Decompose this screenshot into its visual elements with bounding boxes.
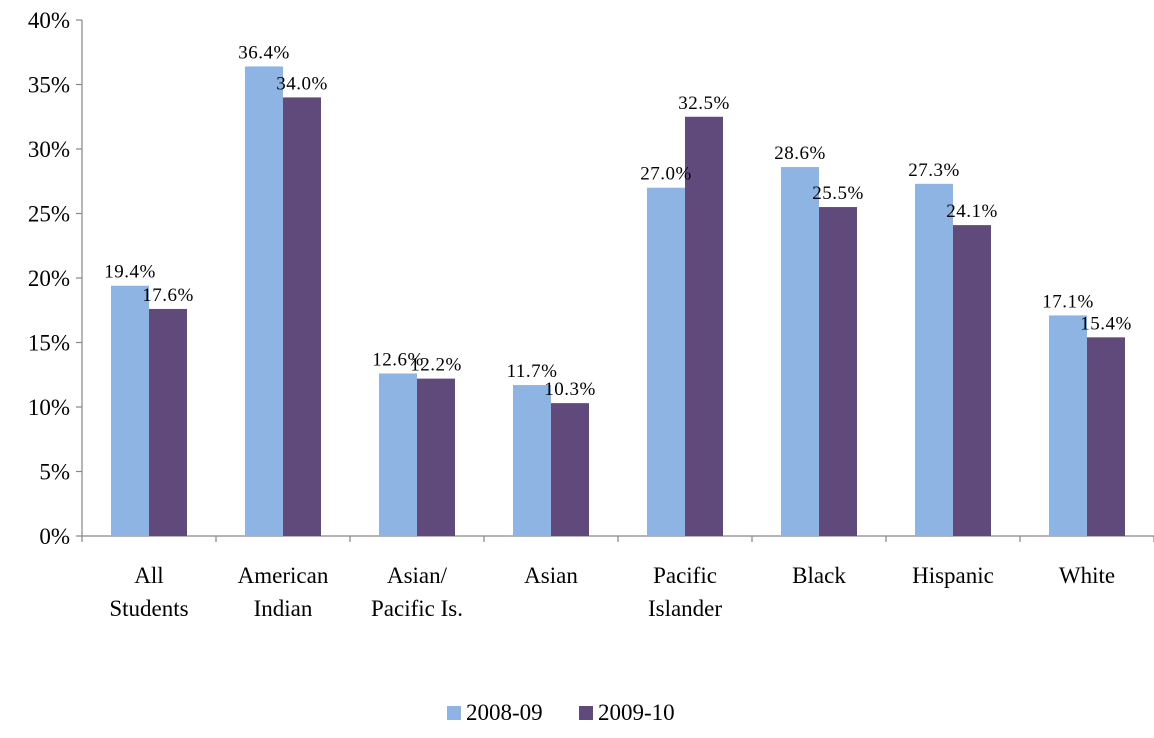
- axes: 0% 5% 10% 15% 20% 25% 30% 35% 40% All Students Amer…: [28, 8, 1154, 621]
- data-labels: 19.4%17.6% 36.4% 34.0% 12.6%12.2% 11.7%10.3%…: [104, 42, 1132, 400]
- bar-2008-09: [513, 385, 551, 536]
- x-category-label: Asian: [524, 563, 578, 588]
- data-label: 34.0%: [276, 73, 328, 94]
- bar-2009-10: [953, 225, 991, 537]
- y-tick-label: 25%: [28, 202, 70, 227]
- data-label: 32.5%: [678, 93, 730, 114]
- bar-2008-09: [1049, 315, 1087, 536]
- y-tick-label: 0%: [39, 524, 70, 549]
- legend-swatch-2009-10: [579, 706, 593, 720]
- bar-2009-10: [417, 378, 455, 536]
- y-tick-label: 15%: [28, 331, 70, 356]
- y-tick-label: 10%: [28, 395, 70, 420]
- data-label: 24.1%: [946, 201, 998, 222]
- bar-2009-10: [1087, 337, 1125, 536]
- legend-label: 2009-10: [598, 700, 675, 725]
- x-category-label: Pacific Islander: [648, 563, 722, 621]
- bar-2009-10: [283, 97, 321, 537]
- bar-2009-10: [685, 116, 723, 536]
- data-label: 17.6%: [142, 285, 194, 306]
- y-tick-label: 20%: [28, 266, 70, 291]
- bar-2009-10: [819, 207, 857, 537]
- data-label: 25.5%: [812, 183, 864, 204]
- x-category-label: Black: [792, 563, 846, 588]
- bar-2008-09: [915, 183, 953, 536]
- data-label: 36.4%: [238, 42, 290, 63]
- data-label: 12.2%: [410, 355, 462, 376]
- x-category-label: Hispanic: [912, 563, 994, 588]
- bar-2009-10: [149, 308, 187, 536]
- bar-2008-09: [379, 373, 417, 536]
- data-label: 17.1%: [1042, 291, 1094, 312]
- y-tick-label: 40%: [28, 8, 70, 33]
- bar-2008-09: [245, 66, 283, 536]
- data-label: 15.4%: [1080, 313, 1132, 334]
- bar-2008-09: [647, 187, 685, 536]
- data-label: 10.3%: [544, 379, 596, 400]
- bars: [111, 66, 1125, 537]
- data-label: 27.3%: [908, 160, 960, 181]
- legend: 2008-09 2009-10: [447, 700, 675, 725]
- x-category-label: American Indian: [238, 563, 329, 621]
- x-category-label: All Students: [109, 563, 188, 621]
- legend-swatch-2008-09: [447, 706, 461, 720]
- data-label: 27.0%: [640, 164, 692, 185]
- y-tick-label: 35%: [28, 73, 70, 98]
- x-category-label: Asian/Pacific Is.: [371, 563, 463, 621]
- data-label: 11.7%: [507, 361, 558, 382]
- data-label: 12.6%: [372, 349, 424, 370]
- data-label: 19.4%: [104, 262, 156, 283]
- legend-label: 2008-09: [466, 700, 543, 725]
- bar-2008-09: [111, 285, 149, 536]
- bar-2009-10: [551, 403, 589, 536]
- bar-2008-09: [781, 167, 819, 536]
- data-label: 28.6%: [774, 143, 826, 164]
- y-tick-label: 30%: [28, 137, 70, 162]
- x-category-label: White: [1059, 563, 1115, 588]
- y-tick-label: 5%: [39, 460, 70, 485]
